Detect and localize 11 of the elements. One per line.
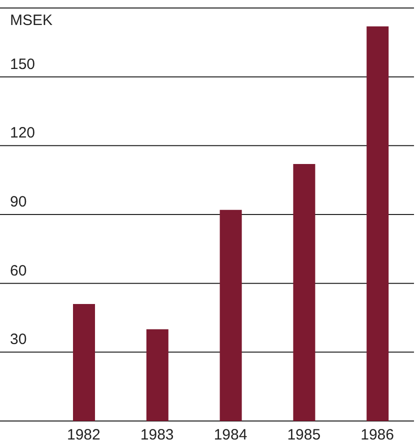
- y-tick-label: 150: [10, 56, 36, 73]
- x-tick-label: 1982: [67, 426, 100, 444]
- x-tick-label: 1983: [140, 426, 174, 444]
- x-tick-label: 1985: [287, 426, 321, 444]
- x-tick-label: 1986: [360, 426, 394, 444]
- y-tick-label: 90: [10, 194, 27, 210]
- y-tick-label: 60: [10, 262, 27, 280]
- y-tick-label: 120: [10, 124, 36, 142]
- y-tick-label: 30: [10, 331, 27, 348]
- y-axis-title: MSEK: [10, 12, 53, 29]
- x-tick-label: 1984: [214, 426, 248, 444]
